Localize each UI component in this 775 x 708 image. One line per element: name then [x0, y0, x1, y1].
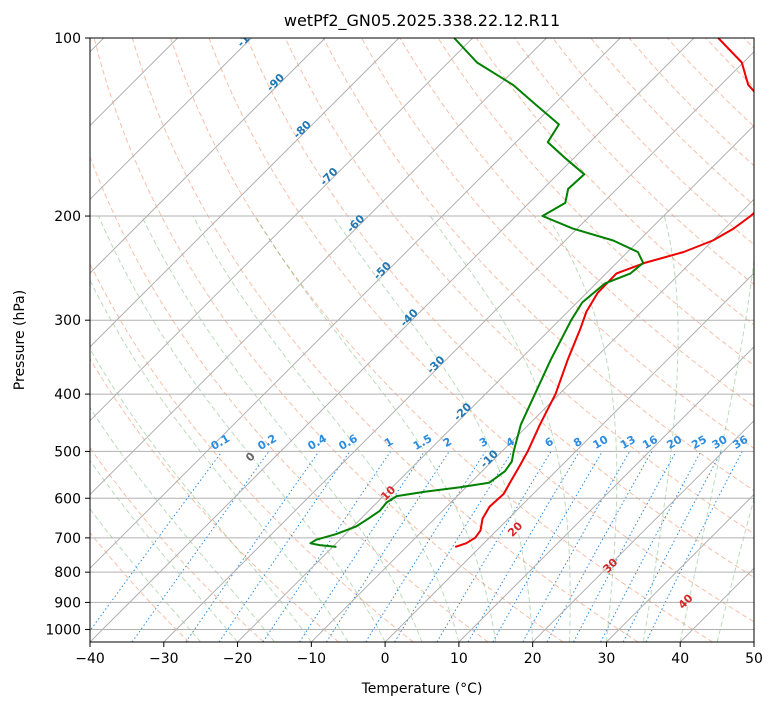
x-tick-label: 50	[745, 651, 763, 667]
mixing-ratio-line	[185, 451, 320, 642]
dry-adiabat	[514, 38, 754, 286]
dry-adiabat	[322, 38, 754, 492]
dewpoint-line	[309, 38, 645, 548]
isotherm-label: -100	[235, 21, 264, 50]
isobar-gridlines	[90, 38, 754, 630]
isotherm-gridline	[90, 38, 621, 569]
y-tick-label: 1000	[45, 622, 81, 638]
x-tick-label: 20	[524, 651, 542, 667]
y-axis-label: Pressure (hPa)	[12, 290, 28, 390]
moist-adiabat	[90, 459, 238, 642]
y-tick-label: 700	[54, 531, 81, 547]
isotherm-gridline	[90, 38, 400, 348]
moist-adiabat	[642, 215, 679, 642]
isotherm-gridline	[90, 38, 695, 642]
mixing-ratio-line	[262, 451, 392, 642]
mixing-ratio-line	[218, 451, 351, 642]
dry-adiabat	[90, 531, 190, 642]
dry-adiabat	[90, 155, 489, 642]
y-tick-label: 300	[54, 313, 81, 329]
moist-adiabat	[98, 215, 386, 642]
x-tick-label: −40	[75, 651, 105, 667]
dry-adiabat	[90, 446, 265, 642]
dry-adiabat	[361, 38, 754, 449]
mixing-ratio-line	[546, 451, 653, 642]
x-tick-label: 0	[381, 651, 390, 667]
x-tick-label: −30	[149, 651, 179, 667]
y-tick-label: 200	[54, 209, 81, 225]
isotherm-gridline	[384, 272, 754, 642]
dry-adiabat	[93, 38, 564, 642]
isotherm-gridlines	[90, 38, 754, 642]
dry-adiabat	[437, 38, 754, 367]
isotherm-gridline	[163, 51, 754, 642]
y-tick-label: 600	[54, 491, 81, 507]
isotherm-gridline	[606, 493, 754, 642]
y-tick-label: 100	[54, 31, 81, 47]
isotherm-gridline	[90, 38, 252, 201]
x-axis-label: Temperature (°C)	[361, 681, 483, 697]
moist-adiabat	[192, 215, 460, 642]
isotherm-gridline	[458, 346, 754, 642]
isotherm-gridline	[532, 419, 754, 642]
isotherm-gridline	[310, 198, 754, 642]
mixing-ratio-line	[522, 451, 631, 642]
mixing-ratio-line	[299, 451, 425, 642]
x-tick-label: −10	[297, 651, 327, 667]
mixing-ratio-line	[645, 451, 743, 642]
y-tick-label: 500	[54, 444, 81, 460]
isotherm-gridline	[237, 124, 754, 642]
mixing-ratio-line	[573, 451, 677, 642]
moist-adiabat	[90, 348, 312, 642]
isotherm-gridline	[90, 38, 326, 274]
dry-adiabat	[90, 358, 339, 642]
y-tick-label: 400	[54, 387, 81, 403]
chart-title: wetPf2_GN05.2025.338.22.12.R11	[284, 11, 560, 31]
dry-adiabat	[131, 38, 639, 642]
x-tick-label: 40	[671, 651, 689, 667]
y-tick-label: 900	[54, 595, 81, 611]
isotherm-gridline	[90, 38, 474, 422]
moist-adiabat	[90, 508, 202, 642]
x-tick-label: 10	[450, 651, 468, 667]
x-tick-label: −20	[223, 651, 253, 667]
moist-adiabat	[141, 215, 423, 642]
mixing-ratio-line	[622, 451, 722, 642]
isotherm-gridline	[90, 38, 547, 496]
sounding-series	[309, 38, 754, 548]
moist-adiabat	[546, 215, 618, 642]
moist-adiabat	[679, 256, 754, 642]
x-tick-label: 30	[598, 651, 616, 667]
dry-adiabat	[170, 38, 713, 642]
moist-adiabat	[254, 215, 497, 642]
mixing-ratio-line	[325, 451, 450, 642]
plot-frame	[89, 37, 755, 643]
y-tick-label: 800	[54, 565, 81, 581]
dry-adiabat	[208, 38, 754, 623]
moist-adiabat	[716, 496, 754, 642]
mixing-ratio-line	[394, 451, 513, 642]
mixing-ratio-line	[90, 451, 223, 632]
